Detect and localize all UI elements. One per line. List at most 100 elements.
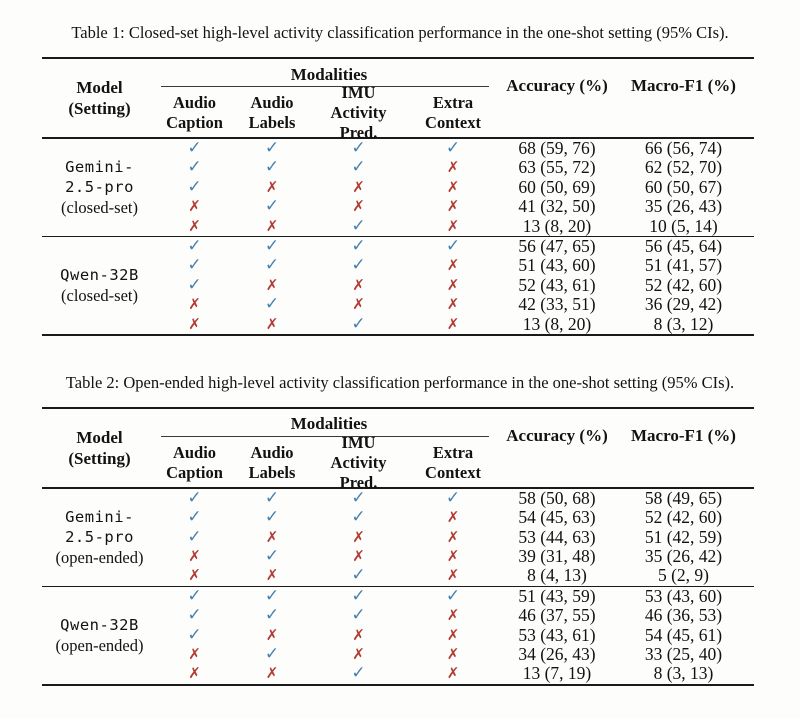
cross-icon: ✗ <box>446 547 460 566</box>
subheader-line: IMU Activity <box>330 432 387 472</box>
accuracy-value: 58 (50, 68) <box>518 487 596 508</box>
cross-icon: ✗ <box>446 606 460 625</box>
macro-f1-value: 60 (50, 67) <box>644 176 723 197</box>
accuracy-value: 68 (59, 76) <box>518 138 596 158</box>
cross-icon: ✗ <box>446 216 460 235</box>
check-icon: ✓ <box>351 235 366 256</box>
table-body: Gemini- 2.5-pro (closed-set) ✓ ✓ ✓ ✓ 68 (59, 76… <box>42 138 754 334</box>
check-icon: ✓ <box>187 585 202 606</box>
model-header-line1: Model <box>76 427 123 447</box>
cross-icon: ✗ <box>446 566 460 585</box>
cross-icon: ✗ <box>265 527 279 546</box>
table-1-grid: Model (Setting) Modalities Audio Caption… <box>42 57 754 336</box>
check-icon: ✓ <box>264 644 280 665</box>
subheader-line: Audio <box>172 93 217 112</box>
accuracy-value: 8 (4, 13) <box>527 565 587 586</box>
check-icon: ✓ <box>264 235 280 256</box>
subheader-line: Pred. <box>339 472 378 492</box>
check-icon: ✓ <box>264 546 280 567</box>
macro-f1-value: 52 (42, 60) <box>644 507 723 528</box>
cross-icon: ✗ <box>352 197 365 216</box>
cross-icon: ✗ <box>446 158 460 177</box>
cross-icon: ✗ <box>446 508 460 527</box>
check-icon: ✓ <box>264 487 280 508</box>
check-icon: ✓ <box>351 663 366 684</box>
check-icon: ✓ <box>351 255 366 276</box>
table-1-caption: Table 1: Closed-set high-level activity … <box>71 23 729 42</box>
check-icon: ✓ <box>187 507 202 528</box>
model-header-line1: Model <box>76 78 123 97</box>
accuracy-value: 13 (8, 20) <box>522 215 592 236</box>
check-icon: ✓ <box>264 294 280 315</box>
check-icon: ✓ <box>264 157 280 178</box>
column-header-imu-activity-pred: IMU Activity Pred. <box>312 433 405 492</box>
cross-icon: ✗ <box>352 547 365 566</box>
check-icon: ✓ <box>264 255 280 276</box>
check-icon: ✓ <box>187 255 202 276</box>
cross-icon: ✗ <box>265 566 279 585</box>
model-setting-label: (closed-set) <box>61 197 138 217</box>
check-icon: ✓ <box>187 487 202 508</box>
subheader-line: Extra <box>432 442 474 462</box>
subheader-line: Audio <box>172 442 217 462</box>
model-name: 2.5-pro <box>65 527 134 546</box>
column-header-audio-labels: Audio Labels <box>232 89 312 137</box>
cross-icon: ✗ <box>265 177 279 196</box>
model-name: Qwen-32B <box>60 615 139 634</box>
subheader-line: Context <box>425 462 481 482</box>
cross-icon: ✗ <box>352 625 365 644</box>
cross-icon: ✗ <box>265 216 279 235</box>
macro-f1-value: 35 (26, 42) <box>644 546 723 567</box>
cross-icon: ✗ <box>352 275 365 294</box>
modalities-underline <box>161 86 489 89</box>
model-group: Qwen-32B (open-ended) ✓ ✓ ✓ ✓ 51 (43, 59) 53 (4… <box>42 585 754 684</box>
table-2-grid: Model (Setting) Modalities Audio Caption… <box>42 406 754 686</box>
subheader-line: Audio <box>250 93 294 112</box>
cross-icon: ✗ <box>265 314 279 333</box>
header-rule <box>42 486 754 489</box>
accuracy-value: 54 (45, 63) <box>518 507 596 528</box>
cross-icon: ✗ <box>265 664 279 683</box>
cross-icon: ✗ <box>188 216 201 235</box>
check-icon: ✓ <box>187 526 202 547</box>
model-name: Gemini- <box>65 507 134 526</box>
macro-f1-value: 62 (52, 70) <box>644 157 723 178</box>
subheader-line: Labels <box>248 462 296 482</box>
check-icon: ✓ <box>445 138 461 158</box>
table-1: Table 1: Closed-set high-level activity … <box>0 0 800 336</box>
model-setting-cell: Gemini- 2.5-pro (closed-set) <box>42 139 157 236</box>
cross-icon: ✗ <box>446 527 460 546</box>
check-icon: ✓ <box>445 585 461 606</box>
cross-icon: ✗ <box>446 197 460 216</box>
macro-f1-value: 8 (3, 12) <box>653 313 714 334</box>
accuracy-value: 53 (43, 61) <box>518 624 596 645</box>
check-icon: ✓ <box>187 235 202 256</box>
cross-icon: ✗ <box>446 177 460 196</box>
modalities-underline <box>161 435 489 439</box>
macro-f1-value: 8 (3, 13) <box>653 663 714 684</box>
model-setting-label: (open-ended) <box>55 547 144 567</box>
column-header-macro-f1: Macro-F1 (%) <box>631 425 736 445</box>
macro-f1-value: 46 (36, 53) <box>644 605 723 626</box>
cross-icon: ✗ <box>352 295 365 314</box>
macro-f1-value: 56 (45, 64) <box>644 235 723 256</box>
cross-icon: ✗ <box>352 177 365 196</box>
macro-f1-value: 54 (45, 61) <box>644 624 723 645</box>
cross-icon: ✗ <box>446 256 460 275</box>
cross-icon: ✗ <box>188 664 201 683</box>
macro-f1-value: 66 (56, 74) <box>644 138 723 158</box>
cross-icon: ✗ <box>352 645 365 664</box>
cross-icon: ✗ <box>188 547 201 566</box>
cross-icon: ✗ <box>188 295 201 314</box>
subheader-line: IMU Activity <box>330 83 387 122</box>
model-setting-cell: Qwen-32B (closed-set) <box>42 237 157 334</box>
macro-f1-value: 10 (5, 14) <box>649 215 718 236</box>
cross-icon: ✗ <box>446 314 460 333</box>
check-icon: ✓ <box>351 565 366 586</box>
column-header-model: Model (Setting) <box>42 59 157 137</box>
subheader-line: Labels <box>248 113 296 132</box>
column-header-accuracy: Accuracy (%) <box>506 76 608 95</box>
model-group: Gemini- 2.5-pro (closed-set) ✓ ✓ ✓ ✓ 68 (59, 76… <box>42 138 754 236</box>
column-header-audio-caption: Audio Caption <box>157 439 232 487</box>
column-header-audio-labels: Audio Labels <box>232 439 312 487</box>
